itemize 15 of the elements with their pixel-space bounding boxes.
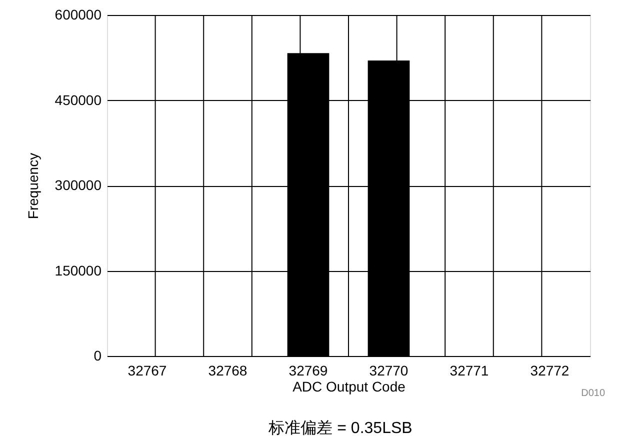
x-tick-label: 32769 [288,362,328,378]
x-axis-title: ADC Output Code [292,378,406,394]
x-tick-label: 32772 [530,362,570,378]
y-tick-label: 150000 [54,262,102,278]
x-tick-label: 32767 [128,362,167,378]
y-tick-label: 0 [94,348,102,364]
text: 标准偏差 = 0.35LSB [268,419,412,437]
y-tick-label: 450000 [54,92,102,108]
y-axis-title: Frequency [24,152,41,220]
x-tick-label: 32771 [450,362,489,378]
x-tick-label: 32768 [208,362,248,378]
x-tick-label: 32770 [369,362,408,378]
y-tick-label: 600000 [54,6,102,22]
y-tick-label: 300000 [54,177,102,193]
text: D010 [581,388,606,399]
